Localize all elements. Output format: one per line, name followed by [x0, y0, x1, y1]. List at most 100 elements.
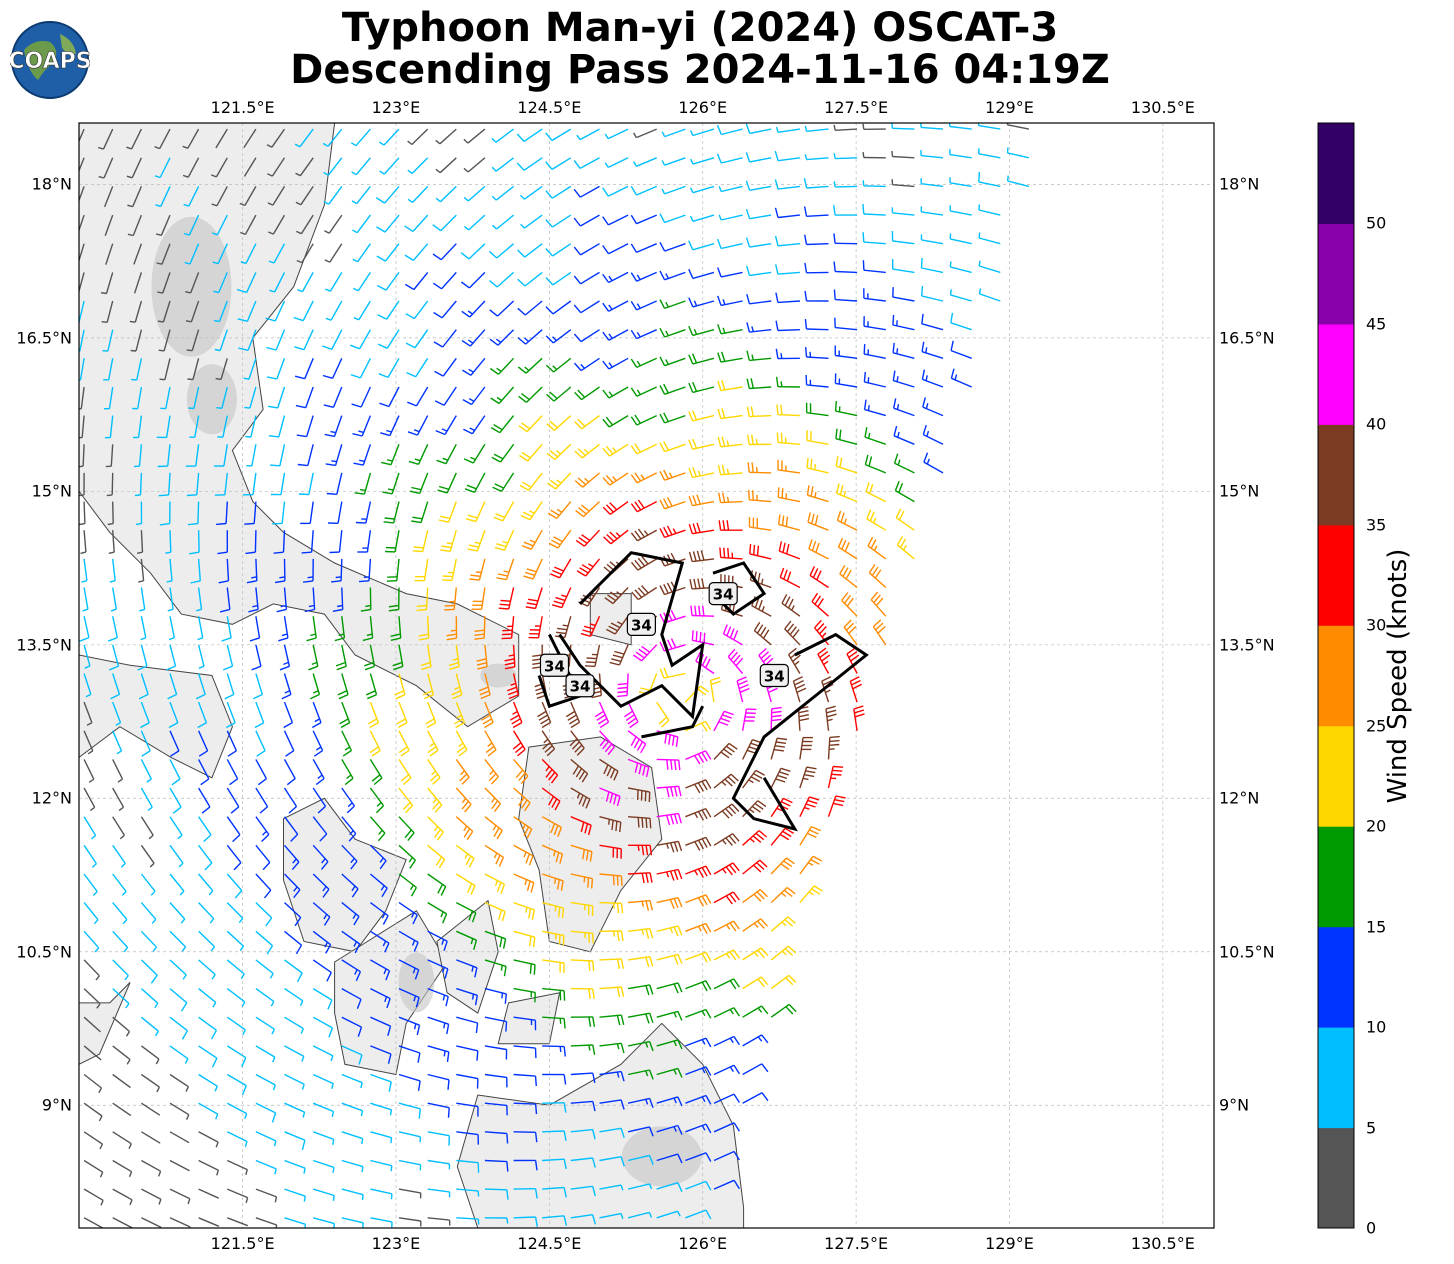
wind-barb [713, 803, 740, 819]
wind-barb [435, 157, 457, 174]
wind-barb [140, 616, 147, 641]
land-shape [518, 736, 663, 953]
wind-barb [434, 357, 457, 377]
wind-barb [427, 1188, 451, 1198]
wind-barb [862, 203, 886, 216]
wind-barb [398, 1159, 422, 1171]
wind-barb [167, 673, 178, 700]
wind-barb [101, 300, 114, 323]
wind-barb [455, 901, 477, 923]
wind-barb [545, 128, 572, 142]
wind-barb [350, 357, 372, 379]
wind-barb [112, 902, 128, 925]
wind-barb [83, 873, 98, 896]
wind-barb [570, 844, 593, 862]
wind-barb [82, 587, 89, 612]
wind-barb [398, 1016, 421, 1036]
wind-barb [776, 404, 800, 417]
contour-label: 34 [708, 582, 738, 606]
colorbar-tick: 20 [1366, 816, 1387, 836]
wind-barb [811, 592, 829, 617]
wind-barb [688, 381, 715, 394]
wind-barb [849, 676, 863, 703]
wind-barb [602, 214, 629, 226]
wind-barb [435, 185, 457, 203]
contour-label: 34 [759, 663, 789, 688]
wind-barb [245, 415, 257, 438]
wind-barb [411, 501, 429, 524]
wind-barb [814, 619, 830, 646]
wind-barb [227, 1217, 249, 1227]
wind-barb [253, 673, 263, 700]
wind-barb [432, 271, 457, 290]
wind-barb [602, 415, 629, 428]
wind-barb [407, 415, 429, 436]
wind-barb [185, 300, 200, 323]
wind-barb [168, 701, 179, 729]
wind-barb [370, 1159, 393, 1172]
wind-barb [713, 949, 740, 961]
wind-barb [602, 300, 629, 312]
wind-barb [624, 701, 639, 729]
wind-barb [435, 128, 457, 145]
wind-barb [627, 984, 654, 996]
wind-barb [656, 1067, 683, 1078]
wind-barb [659, 383, 686, 395]
wind-barb [778, 514, 801, 531]
wind-barb [308, 644, 319, 671]
wind-barb [864, 454, 887, 474]
wind-barb [283, 701, 294, 729]
wind-barb [169, 787, 182, 814]
wind-barb [301, 530, 314, 554]
wind-barb [456, 1217, 480, 1225]
wind-barb [742, 1063, 769, 1076]
wind-barb [574, 443, 600, 459]
wind-barb [521, 529, 543, 550]
wind-barb [799, 796, 820, 818]
wind-barb [599, 787, 621, 807]
wind-barb [226, 959, 245, 980]
wind-barb [599, 1042, 625, 1054]
wind-barb [140, 959, 158, 984]
wind-barb [219, 587, 231, 613]
wind-barb [79, 300, 85, 323]
wind-barb [893, 453, 915, 474]
wind-barb [354, 472, 372, 495]
wind-barb [83, 759, 95, 783]
wind-barb [255, 930, 274, 955]
wind-barb [226, 730, 238, 757]
wind-barb [140, 730, 151, 757]
wind-barb [718, 492, 743, 504]
wind-barb [312, 1016, 334, 1038]
wind-barb [718, 185, 743, 193]
wind-barb [872, 619, 887, 646]
wind-barb [742, 830, 768, 846]
wind-barb [474, 616, 486, 640]
wind-barb [661, 128, 686, 138]
lat-tick-right: 18°N [1219, 174, 1260, 194]
wind-barb [546, 386, 572, 402]
wind-barb [685, 1180, 712, 1191]
wind-barb [513, 1016, 537, 1031]
wind-barb [770, 945, 797, 961]
wind-barb [104, 214, 114, 236]
wind-barb [169, 902, 186, 924]
wind-barb [467, 529, 486, 552]
wind-barb [685, 779, 712, 794]
wind-barb [362, 616, 374, 642]
wind-barb [112, 730, 123, 755]
lon-tick-top: 127.5°E [824, 98, 889, 117]
wind-barb [351, 386, 372, 408]
contour-34kt [731, 632, 869, 832]
wind-barb [656, 701, 670, 728]
wind-barb [837, 537, 858, 560]
wind-barb [542, 987, 566, 1001]
wind-barb [377, 329, 400, 349]
wind-barb [718, 214, 743, 221]
wind-barb [749, 543, 772, 560]
wind-barb [492, 472, 515, 493]
wind-barb [328, 501, 343, 524]
wind-barb [169, 959, 187, 980]
wind-barb [244, 501, 257, 525]
wind-barb [745, 152, 772, 163]
